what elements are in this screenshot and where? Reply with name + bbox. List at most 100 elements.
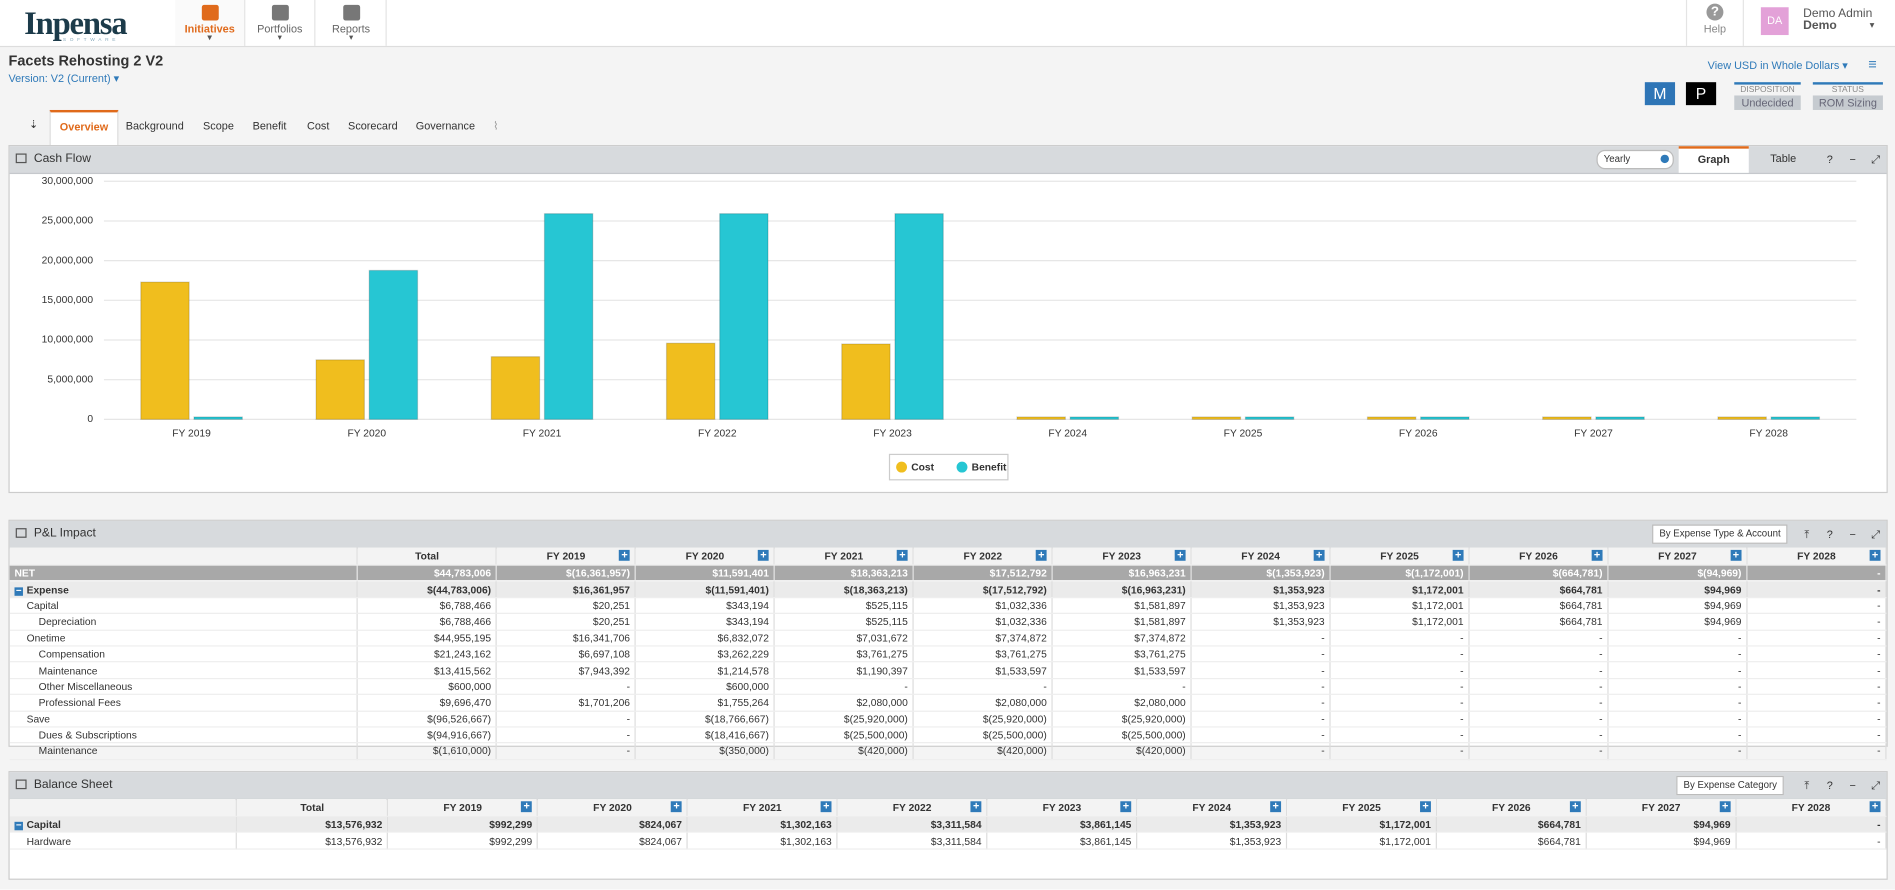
column-header: FY 2024 + bbox=[1191, 547, 1331, 566]
cell: $2,080,000 bbox=[774, 694, 914, 712]
help[interactable]: ? Help bbox=[1685, 0, 1744, 46]
expand-column[interactable]: + bbox=[970, 801, 982, 813]
tab[interactable]: Scope bbox=[203, 119, 234, 132]
user-caret[interactable]: ▾ bbox=[1869, 19, 1875, 31]
panel-icon bbox=[15, 528, 27, 538]
badge[interactable]: M bbox=[1644, 82, 1676, 106]
view-graph[interactable]: Graph bbox=[1678, 146, 1749, 173]
cell: $1,214,578 bbox=[635, 662, 775, 679]
expand-column[interactable]: + bbox=[1869, 801, 1881, 813]
export-button[interactable]: ⤒ bbox=[1804, 528, 1810, 541]
logo[interactable]: Inpensa bbox=[24, 4, 127, 42]
collapse-toggle[interactable]: − bbox=[14, 819, 23, 831]
cell: - bbox=[496, 726, 637, 744]
minimize-button[interactable]: − bbox=[1849, 153, 1856, 166]
expand-button[interactable]: ⤢ bbox=[1871, 153, 1881, 166]
tab[interactable]: Background bbox=[125, 119, 184, 132]
version-select[interactable]: Version: V2 (Current) ▾ bbox=[8, 72, 120, 85]
expand-column[interactable]: + bbox=[1591, 549, 1603, 561]
disposition[interactable]: Undecided bbox=[1734, 95, 1801, 110]
column-header: FY 2028 + bbox=[1746, 547, 1887, 566]
bar bbox=[1542, 416, 1592, 420]
collapse-toggle[interactable]: − bbox=[14, 584, 23, 596]
help-button[interactable]: ? bbox=[1826, 528, 1833, 541]
expand-column[interactable]: + bbox=[1420, 801, 1431, 813]
expand-button[interactable]: ⤢ bbox=[1871, 528, 1881, 541]
help-button[interactable]: ? bbox=[1826, 153, 1833, 166]
cell: - bbox=[1746, 743, 1887, 760]
cell: $525,115 bbox=[774, 613, 914, 631]
column-header: Total bbox=[236, 798, 389, 817]
column-header: FY 2024 + bbox=[1136, 798, 1288, 817]
period-toggle[interactable]: Yearly bbox=[1596, 149, 1674, 170]
expand-column[interactable]: + bbox=[1174, 549, 1186, 561]
cell: $1,172,001 bbox=[1330, 613, 1470, 631]
minimize-button[interactable]: − bbox=[1849, 528, 1856, 541]
badge[interactable]: P bbox=[1685, 82, 1717, 106]
expand-column[interactable]: + bbox=[1569, 801, 1581, 813]
export-button[interactable]: ⤒ bbox=[1804, 779, 1810, 792]
grouping-select[interactable]: By Expense Type & Account bbox=[1652, 524, 1788, 544]
cell: $1,032,336 bbox=[913, 613, 1053, 631]
x-tick-label: FY 2025 bbox=[1224, 429, 1263, 440]
column-header: FY 2026 + bbox=[1436, 798, 1587, 817]
tab[interactable]: Governance bbox=[415, 119, 475, 132]
pin[interactable]: ⇣ bbox=[29, 118, 39, 131]
row-label-cell: Depreciation bbox=[9, 613, 359, 631]
expand-column[interactable]: + bbox=[671, 801, 682, 813]
cell: $343,194 bbox=[635, 613, 775, 631]
expand-column[interactable]: + bbox=[820, 801, 832, 813]
tab[interactable]: Overview bbox=[49, 109, 119, 146]
nav-initiatives[interactable]: Initiatives ▾ bbox=[175, 0, 246, 46]
status[interactable]: ROM Sizing bbox=[1812, 95, 1883, 110]
attach[interactable]: ⌇ bbox=[493, 119, 499, 132]
cell: $600,000 bbox=[357, 678, 498, 696]
user-menu[interactable]: Demo Admin Demo bbox=[1803, 8, 1872, 32]
cell: $(420,000) bbox=[774, 743, 914, 760]
expand-column[interactable]: + bbox=[1035, 549, 1047, 561]
column-header: Total bbox=[357, 547, 498, 566]
row-label-cell: Professional Fees bbox=[9, 694, 359, 712]
minimize-button[interactable]: − bbox=[1849, 779, 1856, 792]
nav-portfolios[interactable]: Portfolios ▾ bbox=[245, 0, 316, 46]
expand-column[interactable]: + bbox=[1120, 801, 1132, 813]
expand-column[interactable]: + bbox=[1719, 801, 1731, 813]
expand-column[interactable]: + bbox=[1869, 549, 1881, 561]
cell: - bbox=[1469, 645, 1609, 663]
cell: - bbox=[1469, 694, 1609, 712]
cell: $3,861,145 bbox=[987, 816, 1138, 834]
panel-icon bbox=[15, 153, 27, 164]
currency-select[interactable]: View USD in Whole Dollars ▾ bbox=[1707, 59, 1848, 72]
cell: $(94,969) bbox=[1607, 564, 1748, 582]
menu[interactable]: ≡ bbox=[1868, 55, 1877, 73]
cell: $16,963,231 bbox=[1052, 564, 1192, 582]
expand-column[interactable]: + bbox=[896, 549, 908, 561]
expand-column[interactable]: + bbox=[1452, 549, 1464, 561]
expand-column[interactable]: + bbox=[619, 549, 631, 561]
expand-column[interactable]: + bbox=[758, 549, 769, 561]
row-label-cell: Other Miscellaneous bbox=[9, 678, 359, 696]
grouping-select[interactable]: By Expense Category bbox=[1676, 775, 1785, 796]
legend-swatch bbox=[956, 461, 968, 473]
cell: $664,781 bbox=[1469, 581, 1609, 598]
cell: $(1,610,000) bbox=[357, 743, 498, 760]
cell: - bbox=[1607, 645, 1748, 663]
expand-column[interactable]: + bbox=[1270, 801, 1282, 813]
row-label-cell: Dues & Subscriptions bbox=[9, 726, 359, 744]
column-header: FY 2019 + bbox=[387, 798, 539, 817]
table-row: Hardware $13,576,932 $992,299 $824,067 $1,30… bbox=[9, 832, 1887, 850]
expand-column[interactable]: + bbox=[1313, 549, 1325, 561]
expand-button[interactable]: ⤢ bbox=[1871, 779, 1881, 792]
avatar[interactable]: DA bbox=[1760, 7, 1789, 36]
expand-column[interactable]: + bbox=[521, 801, 533, 813]
tab[interactable]: Cost bbox=[306, 119, 330, 132]
x-tick-label: FY 2020 bbox=[347, 429, 386, 440]
cell: $1,701,206 bbox=[496, 694, 637, 712]
expand-column[interactable]: + bbox=[1730, 549, 1742, 561]
nav-reports[interactable]: Reports ▾ bbox=[317, 0, 387, 46]
tab[interactable]: Scorecard bbox=[348, 119, 398, 132]
x-tick-label: FY 2021 bbox=[523, 429, 562, 440]
tab[interactable]: Benefit bbox=[252, 119, 287, 132]
help-button[interactable]: ? bbox=[1826, 779, 1833, 792]
view-table[interactable]: Table bbox=[1750, 152, 1816, 164]
